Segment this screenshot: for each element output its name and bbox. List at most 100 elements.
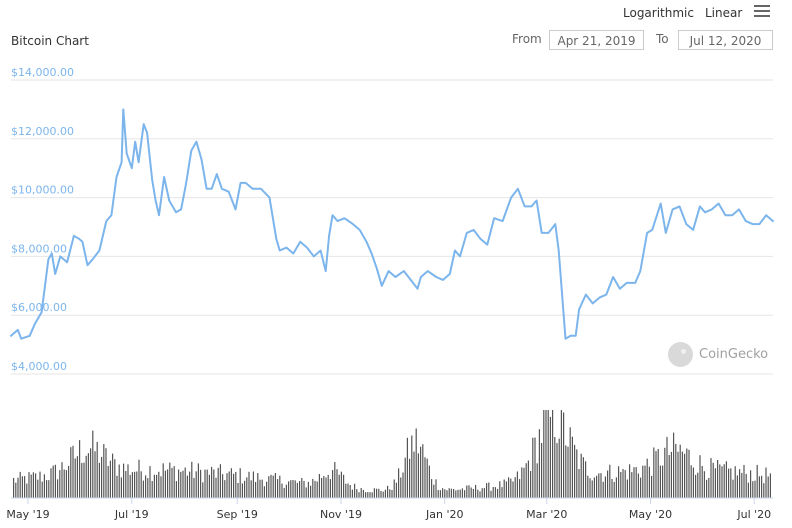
volume-bar — [552, 410, 554, 498]
volume-bar — [439, 490, 441, 498]
volume-bar — [285, 484, 287, 498]
volume-bar — [455, 490, 457, 498]
x-tick-label: Jan '20 — [425, 508, 463, 521]
x-tick-label: May '20 — [629, 508, 672, 521]
volume-bar — [74, 458, 76, 498]
volume-bar — [512, 481, 514, 498]
volume-bar — [202, 482, 204, 498]
volume-bar — [303, 480, 305, 498]
volume-bar — [569, 427, 571, 498]
volume-bar — [501, 487, 503, 498]
volume-bar — [162, 463, 164, 498]
volume-bar — [208, 474, 210, 498]
volume-bar — [378, 488, 380, 498]
volume-bar — [470, 487, 472, 498]
volume-bar — [404, 457, 406, 498]
volume-bar — [50, 468, 52, 498]
volume-bar — [717, 460, 719, 498]
volume-bar — [422, 444, 424, 498]
volume-bar — [635, 467, 637, 498]
volume-bar — [171, 467, 173, 498]
volume-bar — [701, 466, 703, 498]
volume-bar — [725, 461, 727, 498]
volume-bar — [147, 478, 149, 498]
volume-bar — [367, 492, 369, 498]
volume-bar — [525, 463, 527, 498]
volume-bar — [244, 480, 246, 498]
volume-bar — [574, 444, 576, 498]
volume-bar — [719, 464, 721, 498]
volume-bar — [268, 476, 270, 498]
range-to-label: To — [656, 32, 669, 46]
volume-bar — [76, 456, 78, 498]
volume-bar — [281, 483, 283, 498]
volume-bar — [129, 474, 131, 498]
volume-bar — [120, 477, 122, 498]
y-tick-label: $8,000.00 — [11, 242, 67, 255]
volume-bar — [481, 488, 483, 498]
volume-bar — [237, 483, 239, 498]
volume-bar — [261, 479, 263, 498]
volume-bar — [435, 479, 437, 498]
volume-bar — [167, 469, 169, 498]
volume-bar — [131, 472, 133, 498]
volume-bar — [134, 471, 136, 498]
volume-bar — [316, 481, 318, 498]
volume-bar — [173, 466, 175, 498]
volume-bar — [686, 448, 688, 498]
range-to-input[interactable]: Jul 12, 2020 — [678, 30, 773, 50]
volume-bar — [248, 471, 250, 498]
volume-bar — [151, 481, 153, 498]
volume-bar — [521, 467, 523, 498]
volume-bar — [461, 488, 463, 498]
volume-bar — [195, 471, 197, 498]
volume-bar — [213, 469, 215, 498]
volume-bar — [13, 477, 15, 498]
volume-bar — [109, 460, 111, 498]
hamburger-menu-icon[interactable] — [754, 4, 770, 18]
volume-bar — [215, 477, 217, 498]
logarithmic-scale-button[interactable]: Logarithmic — [623, 6, 694, 20]
volume-bar — [28, 472, 30, 498]
volume-bar — [65, 470, 67, 498]
volume-bar — [272, 475, 274, 498]
range-from-input[interactable]: Apr 21, 2019 — [549, 30, 644, 50]
linear-scale-button[interactable]: Linear — [705, 6, 743, 20]
volume-bar — [503, 479, 505, 498]
volume-bar — [695, 474, 697, 498]
x-tick-label: Jul '19 — [114, 508, 149, 521]
volume-bar — [398, 468, 400, 498]
volume-bar — [101, 456, 103, 498]
volume-bar — [624, 470, 626, 498]
volume-bar — [681, 451, 683, 498]
volume-bar — [323, 476, 325, 498]
volume-bar — [175, 481, 177, 498]
volume-bar — [684, 453, 686, 498]
volume-bar — [527, 460, 529, 498]
volume-bar — [483, 488, 485, 498]
volume-bar — [35, 473, 37, 498]
volume-bar — [52, 465, 54, 498]
volume-bar — [299, 481, 301, 498]
volume-bar — [413, 451, 415, 498]
volume-bar — [431, 479, 433, 498]
volume-bar — [369, 492, 371, 498]
volume-bar — [21, 476, 23, 498]
volume-bar — [745, 473, 747, 498]
volume-bar — [510, 478, 512, 498]
volume-bar — [714, 468, 716, 498]
volume-bar — [415, 428, 417, 498]
volume-bar — [611, 479, 613, 498]
volume-bar — [477, 489, 479, 498]
volume-bar — [585, 461, 587, 498]
volume-bar — [697, 472, 699, 498]
volume-bar — [538, 429, 540, 498]
volume-bar — [488, 482, 490, 498]
volume-bar — [340, 471, 342, 498]
volume-bar — [114, 459, 116, 498]
volume-bar — [587, 475, 589, 498]
volume-bar — [673, 432, 675, 498]
volume-bar — [384, 489, 386, 498]
volume-bar — [158, 471, 160, 498]
